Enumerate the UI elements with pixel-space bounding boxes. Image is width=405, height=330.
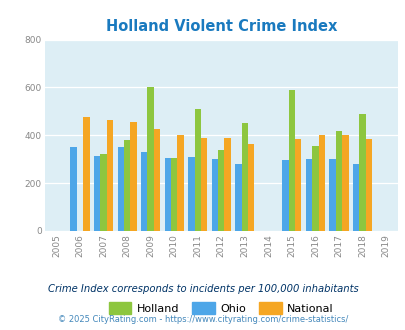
Bar <box>341 135 347 231</box>
Bar <box>217 150 224 231</box>
Bar <box>83 117 89 231</box>
Bar <box>107 120 113 231</box>
Bar <box>311 146 318 231</box>
Bar <box>124 140 130 231</box>
Bar <box>94 156 100 231</box>
Bar <box>318 135 324 231</box>
Text: Crime Index corresponds to incidents per 100,000 inhabitants: Crime Index corresponds to incidents per… <box>47 284 358 294</box>
Bar <box>224 138 230 231</box>
Bar <box>194 109 200 231</box>
Bar <box>211 159 217 231</box>
Bar <box>177 135 183 231</box>
Bar <box>147 87 153 231</box>
Bar <box>288 90 294 231</box>
Bar <box>241 123 247 231</box>
Bar <box>188 157 194 231</box>
Bar <box>358 114 365 231</box>
Bar <box>130 122 136 231</box>
Bar <box>200 138 207 231</box>
Bar <box>117 147 124 231</box>
Bar <box>329 159 335 231</box>
Bar <box>305 159 311 231</box>
Bar <box>247 144 254 231</box>
Title: Holland Violent Crime Index: Holland Violent Crime Index <box>105 19 336 34</box>
Text: © 2025 CityRating.com - https://www.cityrating.com/crime-statistics/: © 2025 CityRating.com - https://www.city… <box>58 315 347 324</box>
Bar <box>164 158 171 231</box>
Bar <box>100 154 107 231</box>
Bar <box>282 160 288 231</box>
Bar <box>70 147 77 231</box>
Legend: Holland, Ohio, National: Holland, Ohio, National <box>104 298 337 318</box>
Bar <box>352 164 358 231</box>
Bar <box>153 129 160 231</box>
Bar <box>141 152 147 231</box>
Bar <box>365 139 371 231</box>
Bar <box>335 131 341 231</box>
Bar <box>294 139 301 231</box>
Bar <box>235 164 241 231</box>
Bar <box>171 158 177 231</box>
